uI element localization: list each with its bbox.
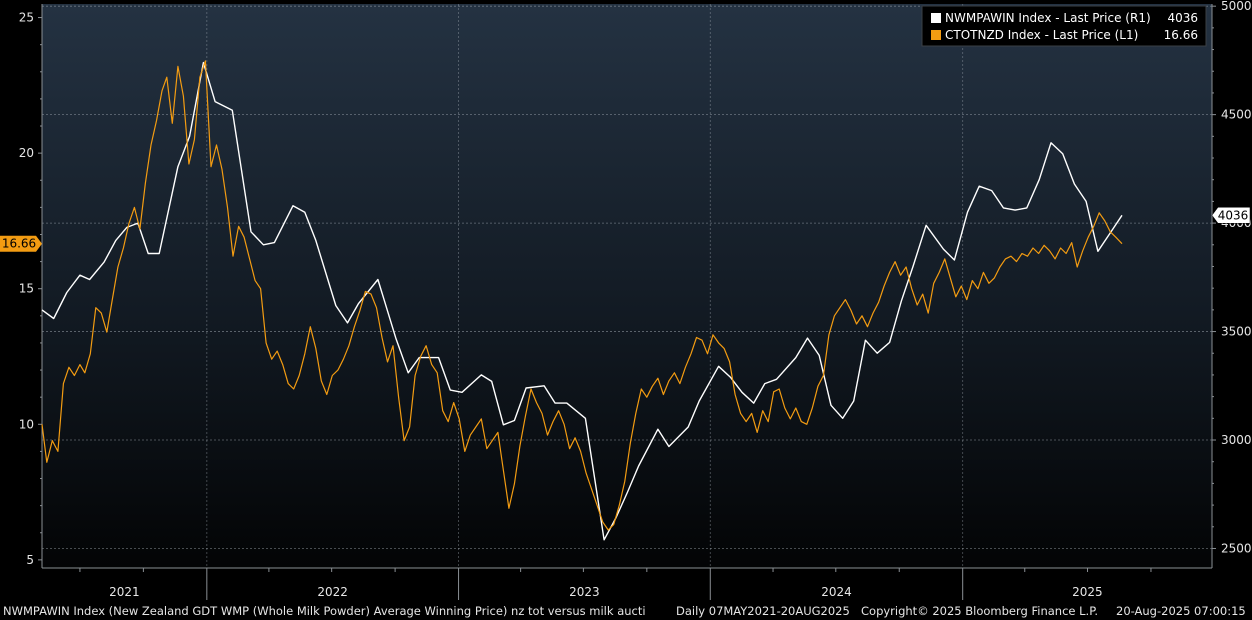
right-last-value-label: 4036 (1218, 208, 1249, 222)
left-last-value-label: 16.66 (2, 237, 36, 251)
y-right-tick-label: 5000 (1221, 0, 1252, 13)
x-year-label: 2022 (317, 585, 348, 599)
plot-area (42, 4, 1212, 568)
y-right-tick-label: 3000 (1221, 433, 1252, 447)
series-line-1 (41, 61, 1123, 541)
axes: 5101520252500300035004000450050002021202… (19, 0, 1252, 600)
y-left-tick-label: 25 (19, 11, 34, 25)
y-right-tick-label: 4500 (1221, 108, 1252, 122)
series-lines (41, 60, 1123, 541)
legend-swatch (931, 30, 941, 40)
y-right-tick-label: 3500 (1221, 325, 1252, 339)
x-year-label: 2024 (821, 585, 852, 599)
legend-value: 4036 (1167, 11, 1198, 25)
y-left-tick-label: 10 (19, 417, 34, 431)
footer-bar: NWMPAWIN Index (New Zealand GDT WMP (Who… (0, 603, 1252, 620)
y-left-tick-label: 5 (26, 553, 34, 567)
legend-swatch (931, 13, 941, 23)
left-last-value-marker: 16.66 (0, 235, 42, 252)
legend-label: CTOTNZD Index - Last Price (L1) (945, 28, 1138, 42)
left-last-value-box (0, 235, 42, 252)
y-left-tick-label: 15 (19, 282, 34, 296)
footer-timestamp: 20-Aug-2025 07:00:15 (1116, 604, 1246, 618)
series-line-2 (41, 60, 1123, 531)
y-left-tick-label: 20 (19, 146, 34, 160)
footer-frequency: Daily 07MAY2021-20AUG2025 (676, 604, 850, 618)
right-last-value-box (1211, 207, 1251, 224)
right-last-value-marker: 4036 (1211, 207, 1251, 224)
legend-box (921, 5, 1207, 47)
legend: NWMPAWIN Index - Last Price (R1) 4036 CTOT… (921, 5, 1207, 47)
footer-copyright: Copyright© 2025 Bloomberg Finance L.P. (861, 604, 1098, 618)
y-right-tick-label: 2500 (1221, 541, 1252, 555)
x-year-label: 2021 (109, 585, 140, 599)
footer-description: NWMPAWIN Index (New Zealand GDT WMP (Who… (3, 604, 646, 618)
gridlines (42, 4, 1212, 568)
line-chart: 5101520252500300035004000450050002021202… (0, 0, 1252, 600)
x-year-label: 2023 (569, 585, 600, 599)
chart-area: 5101520252500300035004000450050002021202… (0, 0, 1252, 600)
x-year-label: 2025 (1072, 585, 1103, 599)
legend-label: NWMPAWIN Index - Last Price (R1) (945, 11, 1151, 25)
last-value-markers: 4036 16.66 (0, 207, 1251, 252)
legend-value: 16.66 (1164, 28, 1198, 42)
